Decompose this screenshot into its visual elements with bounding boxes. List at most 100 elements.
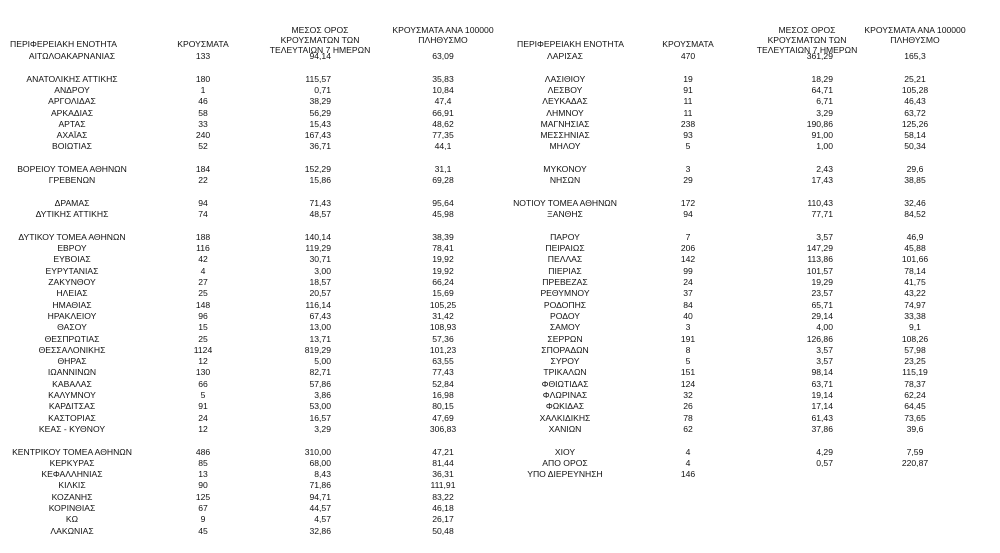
average-7-days: 64,71 [811,84,833,95]
region-name: ΠΙΕΡΙΑΣ [548,265,582,276]
cases: 1124 [193,344,213,355]
cases: 240 [195,130,211,141]
region-name: ΣΑΜΟΥ [549,322,581,333]
cases: 3 [685,322,691,333]
header-per-100k: ΚΡΟΥΣΜΑΤΑ ΑΝΑ 100000 ΠΛΗΘΥΣΜΟ [864,25,966,45]
average-7-days: 4,57 [314,514,331,525]
cases: 99 [683,265,693,276]
cases-per-100k: 115,19 [902,367,928,378]
cases-per-100k: 81,44 [432,457,454,468]
cases-per-100k: 63,55 [432,356,454,367]
region-name: ΠΑΡΟΥ [550,231,580,242]
cases-per-100k: 165,3 [904,51,926,61]
cases: 188 [195,231,211,242]
cases-per-100k: 19,92 [432,265,454,276]
average-7-days: 65,71 [811,299,833,310]
cases: 85 [198,457,208,468]
average-7-days: 71,43 [309,197,331,208]
average-7-days: 101,57 [806,265,833,276]
average-7-days: 3,57 [816,356,833,367]
cases-per-100k: 26,17 [432,514,454,525]
region-name: ΜΕΣΣΗΝΙΑΣ [540,130,590,141]
average-7-days: 94,71 [309,491,331,502]
cases-per-100k: 125,26 [901,118,929,129]
cases: 13 [198,469,208,480]
cases: 40 [683,310,693,321]
cases-per-100k: 101,66 [901,254,929,265]
cases-per-100k: 23,25 [904,356,926,367]
cases: 52 [198,141,208,152]
cases: 11 [683,107,693,118]
average-7-days: 30,71 [309,254,331,265]
region-name: ΑΝΔΡΟΥ [54,84,90,95]
cases-per-100k: 64,45 [904,401,926,412]
region-name: ΕΥΒΟΙΑΣ [53,254,91,265]
region-name: ΦΩΚΙΔΑΣ [545,401,585,412]
cases-per-100k: 57,36 [432,333,454,344]
region-name: ΔΡΑΜΑΣ [54,197,90,208]
region-name: ΗΡΑΚΛΕΙΟΥ [47,310,97,321]
cases: 12 [198,423,208,434]
average-7-days: 2,43 [816,164,833,174]
average-7-days: 32,86 [309,525,331,536]
average-7-days: 152,29 [304,164,331,174]
region-name: ΛΑΡΙΣΑΣ [547,51,583,61]
average-7-days: 147,29 [806,243,833,254]
cases: 130 [195,367,211,378]
cases: 29 [683,175,693,186]
region-name: ΚΟΖΑΝΗΣ [51,491,93,502]
cases-per-100k: 15,69 [432,288,454,299]
average-7-days: 37,86 [811,423,833,434]
average-7-days: 113,86 [807,254,833,265]
average-7-days: 167,43 [304,130,331,141]
cases-per-100k: 25,21 [904,73,926,84]
region-name: ΘΑΣΟΥ [57,322,87,333]
cases: 15 [198,322,208,333]
region-name: ΒΟΡΕΙΟΥ ΤΟΜΕΑ ΑΘΗΝΩΝ [17,164,127,174]
average-7-days: 110,43 [807,197,833,208]
average-7-days: 5,00 [314,356,331,367]
cases-per-100k: 83,22 [432,491,454,502]
average-7-days: 77,71 [811,209,833,220]
average-7-days: 3,57 [816,231,833,242]
average-7-days: 140,14 [304,231,331,242]
cases: 7 [685,231,691,242]
cases: 11 [683,96,693,107]
cases-per-100k: 46,43 [904,96,926,107]
cases-per-100k: 95,64 [432,197,454,208]
cases: 91 [198,401,208,412]
cases-per-100k: 78,37 [904,378,926,389]
average-7-days: 67,43 [309,310,331,321]
cases: 142 [680,254,696,265]
region-name: ΚΑΣΤΟΡΙΑΣ [48,412,96,423]
cases: 25 [198,288,208,299]
cases-per-100k: 74,97 [904,299,926,310]
average-7-days: 13,00 [309,322,331,333]
cases: 191 [680,333,696,344]
cases-per-100k: 84,52 [904,209,926,220]
cases: 148 [195,299,211,310]
cases: 78 [683,412,693,423]
average-7-days: 23,57 [811,288,833,299]
region-name: ΝΟΤΙΟΥ ΤΟΜΕΑ ΑΘΗΝΩΝ [513,197,617,208]
average-7-days: 61,43 [811,412,833,423]
cases: 9 [200,514,206,525]
average-7-days: 115,57 [305,73,331,84]
average-7-days: 36,71 [309,141,331,152]
header-region: ΠΕΡΙΦΕΡΕΙΑΚΗ ΕΝΟΤΗΤΑ [10,39,117,49]
average-7-days: 63,71 [811,378,833,389]
header-per-100k: ΚΡΟΥΣΜΑΤΑ ΑΝΑ 100000 ΠΛΗΘΥΣΜΟ [392,25,494,45]
cases-per-100k: 32,46 [904,197,926,208]
header-cases: ΚΡΟΥΣΜΑΤΑ [177,39,229,49]
average-7-days: 119,29 [305,243,331,254]
cases-per-100k: 43,22 [904,288,926,299]
cases: 37 [683,288,693,299]
region-name: ΚΕΦΑΛΛΗΝΙΑΣ [41,469,103,480]
average-7-days: 116,14 [305,299,331,310]
region-name: ΧΙΟΥ [554,446,576,457]
average-7-days: 18,57 [309,277,331,287]
region-name: ΡΟΔΟΥ [550,310,580,321]
cases-per-100k: 36,31 [432,469,454,480]
cases-per-100k: 48,62 [432,118,454,129]
